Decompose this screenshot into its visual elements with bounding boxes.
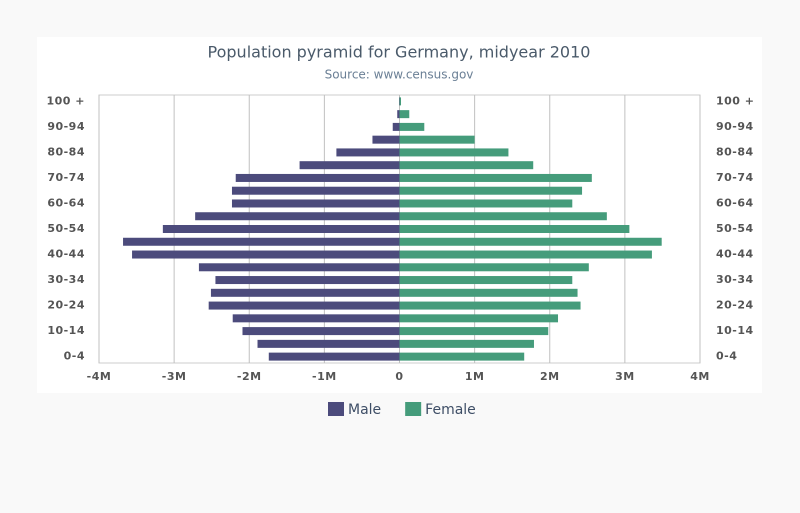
bar xyxy=(399,237,662,246)
y-tick-label-right: 30-34 xyxy=(716,273,754,286)
bar xyxy=(399,263,589,272)
x-tick-label: 4M xyxy=(690,370,710,383)
bar xyxy=(399,352,525,361)
bar xyxy=(399,225,630,233)
bar xyxy=(399,276,573,285)
y-tick-label: 60-64 xyxy=(47,196,85,209)
y-tick-label: 80-84 xyxy=(47,145,85,158)
y-tick-label-right: 70-74 xyxy=(716,171,754,184)
y-tick-label-right: 40-44 xyxy=(716,248,754,261)
x-tick-label: 1M xyxy=(465,370,485,383)
bar xyxy=(231,199,400,208)
legend-swatch xyxy=(405,402,422,416)
bar xyxy=(198,263,400,272)
y-tick-label-right: 80-84 xyxy=(716,145,754,158)
bar xyxy=(399,148,509,157)
bar xyxy=(336,148,400,157)
y-tick-label: 70-74 xyxy=(47,171,85,184)
y-tick-label: 40-44 xyxy=(47,248,85,261)
y-tick-label: 50-54 xyxy=(47,222,85,235)
bar xyxy=(208,301,400,310)
bar xyxy=(235,173,400,182)
bar xyxy=(195,212,400,221)
bar xyxy=(210,288,400,297)
bar xyxy=(232,314,400,323)
bar xyxy=(392,122,400,131)
y-tick-label-right: 50-54 xyxy=(716,222,754,235)
bar xyxy=(399,199,573,208)
y-tick-label: 100 + xyxy=(46,94,85,107)
bar xyxy=(123,237,400,246)
bar xyxy=(397,110,400,119)
y-tick-label-right: 60-64 xyxy=(716,196,754,209)
bar xyxy=(268,352,400,361)
bar xyxy=(132,250,400,259)
bar xyxy=(399,250,652,259)
y-tick-label-right: 10-14 xyxy=(716,324,754,337)
x-tick-label: -3M xyxy=(162,370,187,383)
legend-label: Female xyxy=(425,402,476,418)
bar xyxy=(231,186,400,195)
x-tick-label: -1M xyxy=(312,370,337,383)
y-tick-label-right: 90-94 xyxy=(716,120,754,133)
bar xyxy=(257,339,400,348)
bar xyxy=(215,276,400,285)
bar xyxy=(399,97,402,106)
bar xyxy=(399,186,583,195)
legend-label: Male xyxy=(348,402,381,418)
bar xyxy=(399,288,578,297)
bar xyxy=(399,314,559,323)
bar xyxy=(399,161,534,170)
x-tick-label: 0 xyxy=(395,370,403,383)
bar xyxy=(399,327,549,336)
bar xyxy=(399,339,534,348)
bar xyxy=(399,301,581,310)
x-tick-label: -4M xyxy=(87,370,112,383)
x-tick-label: 2M xyxy=(540,370,560,383)
x-tick-label: -2M xyxy=(237,370,262,383)
bar xyxy=(399,122,425,131)
bar xyxy=(399,135,475,144)
y-tick-label: 90-94 xyxy=(47,120,85,133)
bar xyxy=(299,161,400,170)
y-tick-label: 30-34 xyxy=(47,273,85,286)
y-tick-label: 0-4 xyxy=(64,350,85,363)
chart-title: Population pyramid for Germany, midyear … xyxy=(208,43,591,62)
x-tick-label: 3M xyxy=(615,370,635,383)
legend-swatch xyxy=(328,402,344,416)
bar xyxy=(372,135,400,144)
y-tick-label-right: 20-24 xyxy=(716,299,754,312)
y-tick-label-right: 0-4 xyxy=(716,350,737,363)
y-tick-label: 10-14 xyxy=(47,324,85,337)
y-tick-label-right: 100 + xyxy=(716,94,755,107)
bar xyxy=(242,327,400,336)
bar xyxy=(399,173,592,182)
chart-subtitle: Source: www.census.gov xyxy=(325,68,474,82)
y-tick-label: 20-24 xyxy=(47,299,85,312)
bar xyxy=(399,110,410,119)
bar xyxy=(399,212,607,221)
bar xyxy=(162,225,400,233)
